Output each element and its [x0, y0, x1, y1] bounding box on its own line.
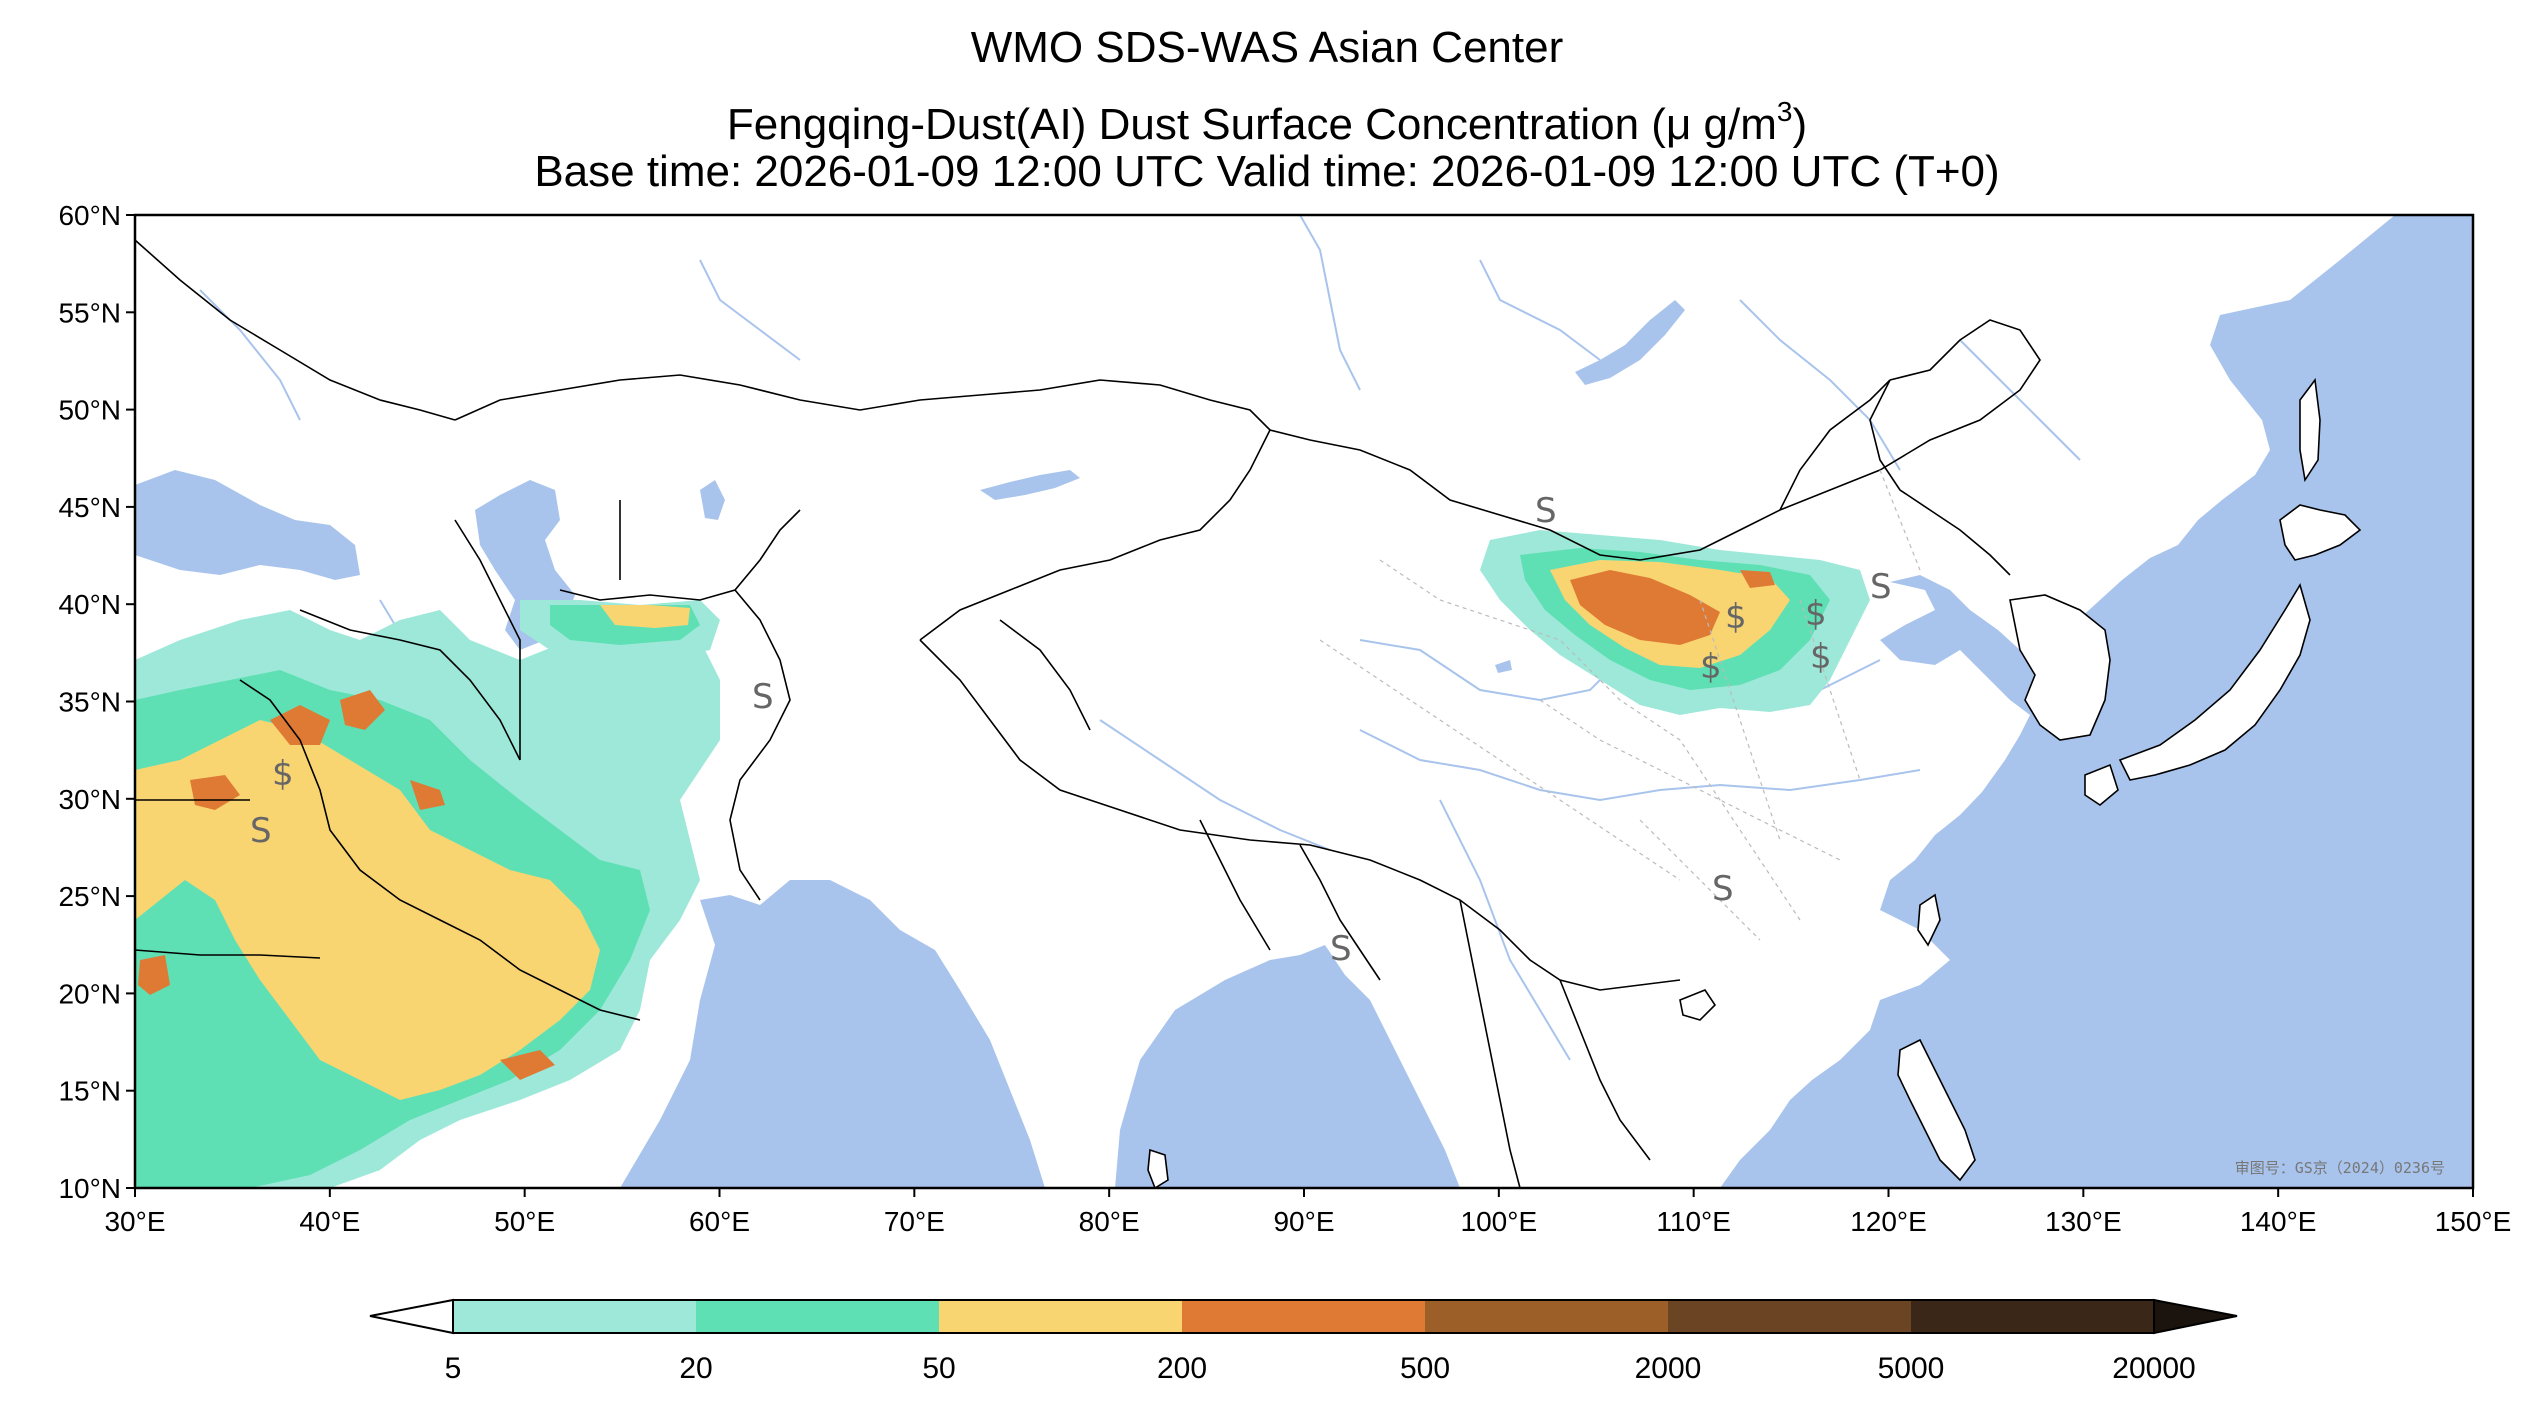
map-approval-number: 审图号：GS京（2024）0236号 [2235, 1159, 2445, 1177]
subtitle-unit-exponent: 3 [1776, 96, 1793, 127]
map-title: WMO SDS-WAS Asian Center [970, 23, 1564, 72]
qinghai-lake [1495, 660, 1512, 673]
lon-tick-label: 50°E [494, 1206, 555, 1237]
lon-tick-label: 40°E [299, 1206, 360, 1237]
map-panel: S $ $ $ $ $ S S S S S 审图号：GS京（2024）0236号 [135, 215, 2473, 1188]
lon-tick-label: 30°E [104, 1206, 165, 1237]
lat-tick-label: 50°N [58, 395, 121, 426]
colorbar-tick-label: 500 [1400, 1352, 1450, 1385]
korean-peninsula [2009, 594, 2111, 741]
longitude-axis: 30°E 40°E 50°E 60°E 70°E 80°E 90°E 100°E 110°E 12… [104, 1188, 2511, 1237]
lake-balkhash [980, 470, 1080, 500]
japan-hokkaido [2279, 504, 2362, 561]
subtitle-main: Fengqing-Dust(AI) Dust Surface Concentra… [726, 100, 1777, 149]
colorbar-high-extend [2153, 1298, 2238, 1335]
sakhalin [2299, 377, 2321, 483]
colorbar-low-extend [369, 1298, 454, 1335]
dust-level-200-500-china [1570, 570, 1720, 645]
lat-tick-label: 15°N [58, 1076, 121, 1107]
colorbar-segment [1668, 1300, 1912, 1333]
taiwan [1917, 893, 1941, 947]
site-symbol: S [1535, 491, 1557, 531]
site-symbol: S [752, 677, 774, 717]
observation-sites: S $ $ $ $ $ S S S S S [250, 491, 1892, 969]
site-symbol: S [1330, 929, 1352, 969]
lat-tick-label: 30°N [58, 784, 121, 815]
subtitle-end: ) [1792, 100, 1808, 149]
lon-tick-label: 70°E [884, 1206, 945, 1237]
colorbar-tick-label: 2000 [1635, 1352, 1702, 1385]
arabian-sea [620, 880, 1045, 1188]
colorbar-tick-label: 50 [922, 1352, 955, 1385]
aral-sea [700, 480, 725, 520]
lake-baikal [1575, 300, 1685, 385]
site-symbol: $ [272, 754, 294, 794]
site-symbol: $ [1725, 597, 1747, 637]
dust-level-200-500-china-b [1740, 570, 1775, 588]
lat-tick-label: 45°N [58, 492, 121, 523]
colorbar-tick-label: 20000 [2112, 1352, 2195, 1385]
dust-level-50-200-arabia [135, 720, 600, 1100]
lon-tick-label: 130°E [2045, 1206, 2122, 1237]
site-symbol: S [250, 811, 272, 851]
colorbar: 5 20 50 200 500 2000 5000 20000 [369, 1298, 2238, 1385]
latitude-axis: 60°N 55°N 50°N 45°N 40°N 35°N 30°N 25°N 20°N 15°N… [58, 200, 135, 1204]
colorbar-segment [939, 1300, 1183, 1333]
lat-tick-label: 20°N [58, 978, 121, 1009]
dust-level-50-200-turkmen [600, 605, 690, 628]
site-symbol: $ [1700, 647, 1722, 687]
site-symbol: S [1870, 567, 1892, 607]
lat-tick-label: 40°N [58, 589, 121, 620]
lon-tick-label: 60°E [689, 1206, 750, 1237]
site-symbol: $ [1805, 594, 1827, 634]
lon-tick-label: 140°E [2240, 1206, 2317, 1237]
lat-tick-label: 60°N [58, 200, 121, 231]
lat-tick-label: 10°N [58, 1173, 121, 1204]
colorbar-segment [453, 1300, 697, 1333]
lat-tick-label: 35°N [58, 687, 121, 718]
colorbar-tick-label: 200 [1157, 1352, 1207, 1385]
philippines [1897, 1038, 1976, 1182]
lon-tick-label: 100°E [1461, 1206, 1538, 1237]
lat-tick-label: 55°N [58, 297, 121, 328]
colorbar-segment [1911, 1300, 2155, 1333]
bay-of-bengal [1115, 945, 1460, 1188]
colorbar-tick-label: 5 [445, 1352, 462, 1385]
site-symbol: S [1712, 869, 1734, 909]
black-sea [135, 470, 360, 580]
country-borders [135, 239, 2041, 1188]
site-symbol: $ [1810, 637, 1832, 677]
colorbar-tick-label: 20 [679, 1352, 712, 1385]
sri-lanka [1147, 1148, 1169, 1188]
islands-and-peninsulas [193, 377, 2362, 1188]
colorbar-segments [453, 1300, 2155, 1333]
colorbar-outline [452, 1299, 2155, 1334]
lon-tick-label: 120°E [1850, 1206, 1927, 1237]
colorbar-labels: 5 20 50 200 500 2000 5000 20000 [445, 1352, 2196, 1385]
map-time-info: Base time: 2026-01-09 12:00 UTC Valid ti… [534, 147, 2000, 196]
colorbar-segment [696, 1300, 940, 1333]
dust-concentration-field [135, 530, 1870, 1188]
japan-honshu [2118, 583, 2311, 781]
lon-tick-label: 110°E [1656, 1206, 1731, 1237]
province-borders [1319, 469, 1921, 941]
dust-level-200-500-arabia [138, 690, 555, 1080]
colorbar-segment [1425, 1300, 1669, 1333]
colorbar-segment [1182, 1300, 1426, 1333]
colorbar-tick-label: 5000 [1878, 1352, 1945, 1385]
japan-kyushu [2084, 763, 2119, 806]
lon-tick-label: 90°E [1273, 1206, 1334, 1237]
bohai-yellow-sea [1880, 575, 2050, 715]
lat-tick-label: 25°N [58, 881, 121, 912]
map-subtitle: Fengqing-Dust(AI) Dust Surface Concentra… [0, 86, 2534, 151]
lon-tick-label: 150°E [2435, 1206, 2512, 1237]
lon-tick-label: 80°E [1079, 1206, 1140, 1237]
hainan [1679, 989, 1717, 1021]
